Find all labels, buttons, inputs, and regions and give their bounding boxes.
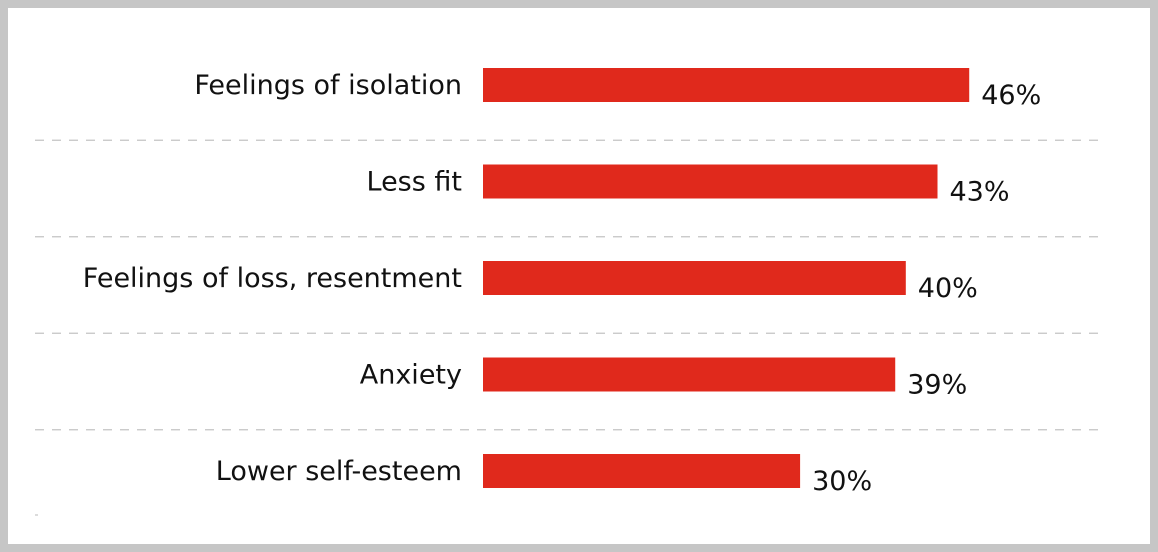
category-label: Lower self-esteem xyxy=(216,456,462,487)
bar xyxy=(483,357,896,392)
bar xyxy=(483,454,801,488)
value-label: 46% xyxy=(981,80,1041,111)
value-label: 43% xyxy=(950,177,1010,208)
category-label: Less fit xyxy=(367,167,463,198)
category-label: Anxiety xyxy=(360,360,462,391)
bar xyxy=(483,164,938,199)
bar xyxy=(483,68,970,102)
bar xyxy=(483,261,906,295)
value-label: 30% xyxy=(812,466,872,497)
value-label: 39% xyxy=(907,370,967,401)
value-label: 40% xyxy=(918,273,978,304)
category-label: Feelings of loss, resentment xyxy=(83,263,462,294)
category-label: Feelings of isolation xyxy=(194,70,462,101)
